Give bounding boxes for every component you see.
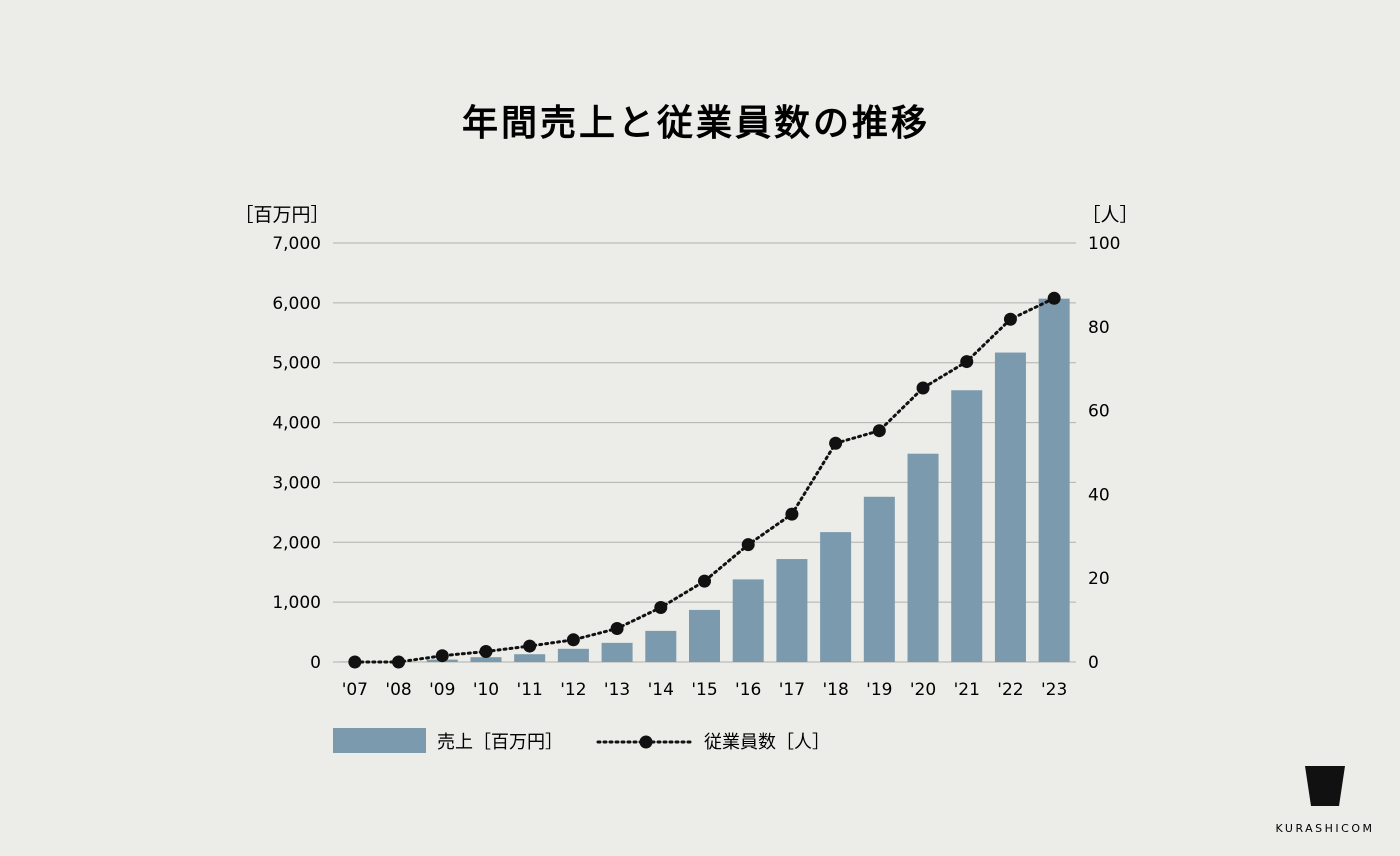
- sales-bars: [339, 298, 1070, 662]
- employee-point: [348, 655, 362, 669]
- left-tick-label: 6,000: [272, 294, 321, 314]
- x-tick-label: '11: [517, 680, 543, 700]
- left-axis-unit-label: ［百万円］: [234, 204, 329, 226]
- x-tick-label: '17: [779, 680, 805, 700]
- employee-line-path: [353, 296, 1056, 664]
- employee-point: [1003, 312, 1017, 326]
- x-tick-label: '18: [822, 680, 848, 700]
- gridlines: [333, 242, 1076, 663]
- sales-bar: [994, 352, 1026, 662]
- x-tick-label: '09: [429, 680, 455, 700]
- x-tick-label: '23: [1041, 680, 1067, 700]
- employee-point: [1047, 291, 1061, 305]
- legend: 売上［百万円］ 従業員数［人］: [333, 728, 830, 753]
- right-axis-unit-label: ［人］: [1081, 204, 1138, 226]
- left-tick-label: 7,000: [272, 234, 321, 254]
- employee-point: [785, 507, 799, 521]
- x-tick-label: '13: [604, 680, 630, 700]
- left-axis-ticks: 0 1,000 2,000 3,000 4,000 5,000 6,000 7,000: [272, 234, 321, 673]
- employee-point: [523, 639, 537, 653]
- brand-logo: KURASHICOM: [1275, 766, 1374, 835]
- sales-bar: [820, 532, 852, 662]
- right-tick-label: 60: [1088, 402, 1110, 422]
- sales-bar: [645, 630, 677, 662]
- left-tick-label: 1,000: [272, 593, 321, 613]
- employee-point: [829, 436, 843, 450]
- employee-point: [916, 381, 930, 395]
- left-tick-label: 0: [310, 653, 321, 673]
- employee-point: [566, 633, 580, 647]
- sales-bar: [557, 648, 589, 662]
- sales-bar: [907, 453, 939, 662]
- sales-bar: [514, 654, 546, 662]
- x-tick-label: '12: [560, 680, 586, 700]
- sales-bar: [1038, 298, 1070, 662]
- employee-point: [654, 601, 668, 615]
- x-tick-label: '19: [866, 680, 892, 700]
- employee-point: [435, 649, 449, 663]
- sales-bar: [776, 559, 808, 662]
- sales-bar: [951, 390, 983, 662]
- left-tick-label: 3,000: [272, 473, 321, 493]
- employee-point: [392, 655, 406, 669]
- sales-bar: [863, 496, 895, 662]
- employee-point: [610, 621, 624, 635]
- sales-bar: [601, 642, 633, 662]
- sales-bar: [689, 609, 720, 662]
- left-tick-label: 2,000: [272, 533, 321, 553]
- right-tick-label: 20: [1088, 569, 1110, 589]
- right-tick-label: 0: [1088, 653, 1099, 673]
- employee-line: [348, 291, 1061, 669]
- employee-point: [741, 538, 755, 552]
- employee-point: [479, 645, 493, 659]
- x-tick-label: '08: [385, 680, 411, 700]
- left-tick-label: 5,000: [272, 354, 321, 374]
- left-tick-label: 4,000: [272, 414, 321, 434]
- brand-name: KURASHICOM: [1275, 822, 1374, 835]
- sales-bar: [732, 579, 764, 662]
- employee-point: [698, 574, 711, 588]
- right-tick-label: 40: [1088, 485, 1110, 505]
- employee-point: [872, 424, 886, 438]
- legend-line-label: 従業員数［人］: [704, 732, 830, 753]
- x-tick-label: '20: [910, 680, 936, 700]
- x-tick-label: '15: [691, 680, 717, 700]
- x-tick-label: '07: [342, 680, 368, 700]
- right-tick-label: 80: [1088, 318, 1110, 338]
- employee-point: [960, 355, 974, 369]
- x-tick-label: '10: [473, 680, 499, 700]
- x-tick-label: '21: [954, 680, 980, 700]
- cup-logo-icon: [1305, 766, 1345, 806]
- x-tick-label: '22: [997, 680, 1023, 700]
- x-tick-label: '14: [648, 680, 674, 700]
- legend-bar-label: 売上［百万円］: [437, 732, 563, 753]
- chart-title: 年間売上と従業員数の推移: [462, 103, 930, 144]
- right-tick-label: 100: [1088, 234, 1120, 254]
- legend-line-marker: [639, 735, 653, 749]
- x-axis-ticks: '07 '08 '09 '10 '11 '12 '13 '14 '15 '16 '17 '18 '19 '…: [342, 680, 1068, 700]
- x-tick-label: '16: [735, 680, 761, 700]
- sales-bar: [470, 657, 502, 662]
- right-axis-ticks: 0 20 40 60 80 100: [1088, 234, 1120, 673]
- legend-bar-swatch: [333, 728, 426, 753]
